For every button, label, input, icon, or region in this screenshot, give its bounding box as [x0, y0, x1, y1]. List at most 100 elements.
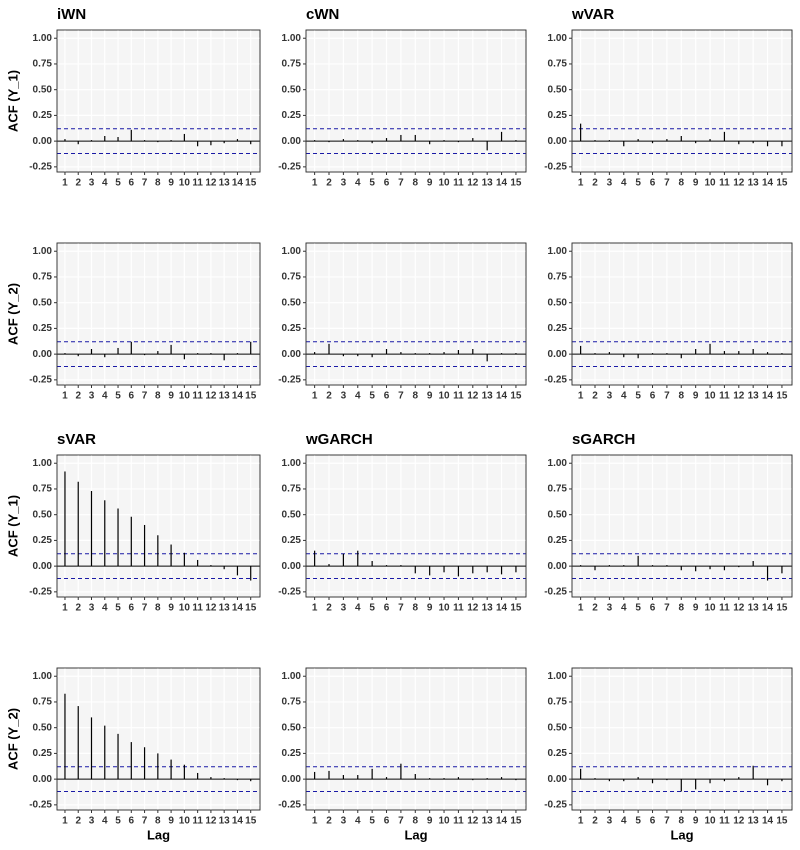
y-tick-label: 0.25: [282, 323, 302, 334]
y-tick-label: 0.00: [548, 349, 568, 360]
y-tick-label: 0.00: [548, 136, 568, 147]
x-tick-label: 13: [748, 391, 760, 402]
y-tick-label: 1.00: [33, 246, 53, 257]
x-tick-label: 14: [232, 816, 244, 827]
x-tick-label: 1: [578, 391, 584, 402]
y-tick-label: 1.00: [33, 671, 53, 682]
x-tick-label: 3: [341, 391, 347, 402]
x-tick-label: 1: [578, 178, 584, 189]
x-tick-label: 2: [592, 391, 598, 402]
y-tick-label: -0.25: [278, 799, 301, 810]
x-tick-label: 3: [89, 603, 95, 614]
x-tick-label: 3: [89, 178, 95, 189]
x-tick-label: 4: [355, 816, 361, 827]
x-tick-label: 12: [733, 603, 745, 614]
x-tick-label: 1: [312, 816, 318, 827]
x-tick-label: 7: [142, 391, 148, 402]
x-tick-label: 5: [369, 178, 375, 189]
x-tick-label: 14: [496, 391, 508, 402]
x-tick-label: 8: [678, 391, 684, 402]
x-tick-label: 6: [129, 178, 135, 189]
x-tick-label: 9: [693, 391, 699, 402]
x-tick-label: 11: [192, 178, 203, 189]
x-tick-label: 12: [205, 816, 217, 827]
x-tick-label: 6: [384, 603, 390, 614]
y-tick-label: 0.50: [33, 84, 53, 95]
x-tick-label: 5: [635, 603, 641, 614]
x-tick-label: 9: [168, 391, 174, 402]
x-tick-label: 2: [592, 178, 598, 189]
x-tick-label: 4: [355, 603, 361, 614]
y-tick-label: 0.50: [33, 297, 53, 308]
x-tick-label: 5: [115, 603, 121, 614]
y-tick-label: 0.25: [282, 110, 302, 121]
x-axis-label: Lag: [404, 827, 427, 842]
y-tick-label: 1.00: [548, 33, 568, 44]
y-tick-label: 0.75: [282, 697, 302, 708]
x-tick-label: 6: [129, 391, 135, 402]
x-tick-label: 6: [650, 178, 656, 189]
x-tick-label: 6: [384, 816, 390, 827]
x-tick-label: 9: [427, 603, 433, 614]
x-tick-label: 4: [102, 178, 108, 189]
x-tick-label: 10: [704, 816, 716, 827]
y-tick-label: -0.25: [544, 161, 567, 172]
x-tick-label: 14: [762, 603, 774, 614]
panel-border: [56, 242, 261, 386]
y-tick-label: 0.75: [548, 484, 568, 495]
x-tick-label: 15: [245, 178, 257, 189]
x-tick-label: 7: [398, 603, 404, 614]
x-tick-label: 13: [482, 178, 494, 189]
y-tick-label: 0.25: [548, 748, 568, 759]
panel-background: [305, 454, 527, 598]
x-tick-label: 6: [650, 603, 656, 614]
x-tick-label: 7: [398, 178, 404, 189]
y-tick-label: 1.00: [548, 671, 568, 682]
y-tick-label: -0.25: [29, 161, 52, 172]
y-tick-label: 0.50: [282, 84, 302, 95]
x-tick-label: 11: [719, 603, 730, 614]
x-tick-label: 5: [635, 178, 641, 189]
x-tick-label: 13: [482, 603, 494, 614]
x-tick-label: 4: [621, 391, 627, 402]
x-axis-label: Lag: [670, 827, 693, 842]
y-tick-label: 0.25: [33, 748, 53, 759]
x-tick-label: 3: [341, 816, 347, 827]
y-tick-label: 0.75: [282, 59, 302, 70]
x-tick-label: 8: [412, 391, 418, 402]
x-tick-label: 1: [578, 603, 584, 614]
x-tick-label: 13: [482, 816, 494, 827]
panel-background: [571, 29, 793, 173]
x-tick-label: 15: [245, 391, 257, 402]
x-tick-label: 1: [62, 816, 68, 827]
y-tick-label: 1.00: [282, 671, 302, 682]
x-tick-label: 6: [384, 178, 390, 189]
y-tick-label: 1.00: [282, 33, 302, 44]
y-tick-label: 0.75: [282, 272, 302, 283]
panel-title: sVAR: [57, 431, 96, 448]
y-tick-label: -0.25: [29, 586, 52, 597]
x-tick-label: 4: [102, 603, 108, 614]
x-tick-label: 13: [482, 391, 494, 402]
x-tick-label: 2: [75, 391, 81, 402]
x-tick-label: 11: [719, 391, 730, 402]
y-tick-label: -0.25: [544, 799, 567, 810]
x-tick-label: 5: [635, 816, 641, 827]
y-tick-label: 0.25: [548, 110, 568, 121]
y-tick-label: -0.25: [544, 374, 567, 385]
x-tick-label: 9: [693, 603, 699, 614]
x-tick-label: 6: [129, 603, 135, 614]
x-tick-label: 5: [115, 178, 121, 189]
x-tick-label: 4: [355, 391, 361, 402]
x-tick-label: 3: [89, 816, 95, 827]
x-tick-label: 2: [326, 603, 332, 614]
y-axis-label: ACF (Y_2): [5, 708, 20, 770]
x-tick-label: 12: [467, 391, 479, 402]
y-tick-label: 0.25: [548, 535, 568, 546]
panel-border: [571, 29, 793, 173]
x-tick-label: 5: [369, 391, 375, 402]
x-tick-label: 2: [75, 816, 81, 827]
y-tick-label: 0.00: [548, 774, 568, 785]
y-tick-label: 0.50: [548, 509, 568, 520]
